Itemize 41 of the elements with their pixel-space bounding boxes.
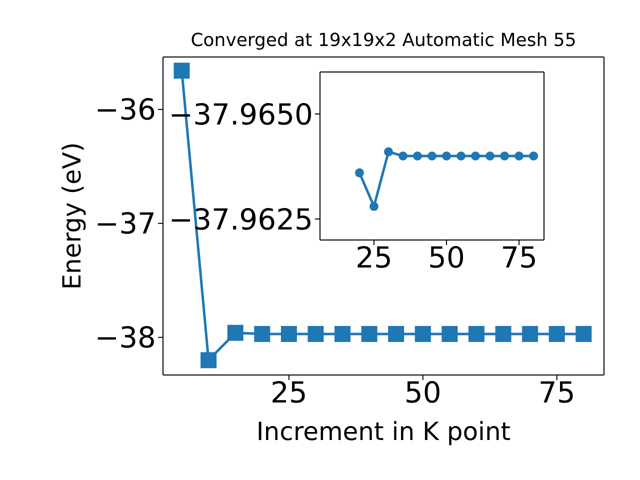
point	[334, 326, 351, 342]
point	[308, 326, 324, 342]
point	[468, 326, 484, 342]
chart-title: Converged at 19x19x2 Automatic Mesh 55	[190, 30, 578, 51]
point	[412, 152, 422, 160]
point	[280, 326, 297, 342]
x-tick-label: 25	[356, 240, 392, 275]
point	[361, 326, 378, 342]
point	[384, 147, 393, 156]
point	[529, 152, 538, 160]
x-tick-label: 75	[538, 376, 576, 410]
x-tick-label: 50	[428, 240, 465, 275]
point	[471, 152, 480, 160]
point	[514, 152, 524, 160]
y-tick-label: −38	[94, 320, 156, 355]
point	[227, 324, 244, 341]
point	[442, 326, 458, 342]
x-axis-title: Increment in K point	[256, 417, 511, 446]
y-tick-label: −36	[94, 92, 156, 127]
point	[456, 152, 466, 160]
point	[522, 326, 538, 342]
point	[388, 326, 404, 342]
point	[442, 152, 452, 160]
point	[254, 326, 270, 342]
point	[500, 152, 510, 160]
x-tick-label: 50	[404, 376, 442, 410]
point	[428, 152, 436, 160]
point	[369, 202, 378, 211]
point	[576, 326, 592, 342]
x-tick-label: 75	[500, 240, 538, 275]
point	[398, 152, 408, 160]
point	[495, 326, 512, 342]
y-tick-label: −37	[94, 206, 156, 241]
point	[548, 326, 565, 342]
point	[414, 326, 431, 342]
point	[486, 152, 495, 160]
point	[354, 168, 364, 178]
point	[174, 62, 190, 79]
point	[200, 352, 217, 368]
y-axis-title: Energy (eV)	[58, 142, 86, 290]
x-tick-label: 25	[270, 376, 308, 410]
